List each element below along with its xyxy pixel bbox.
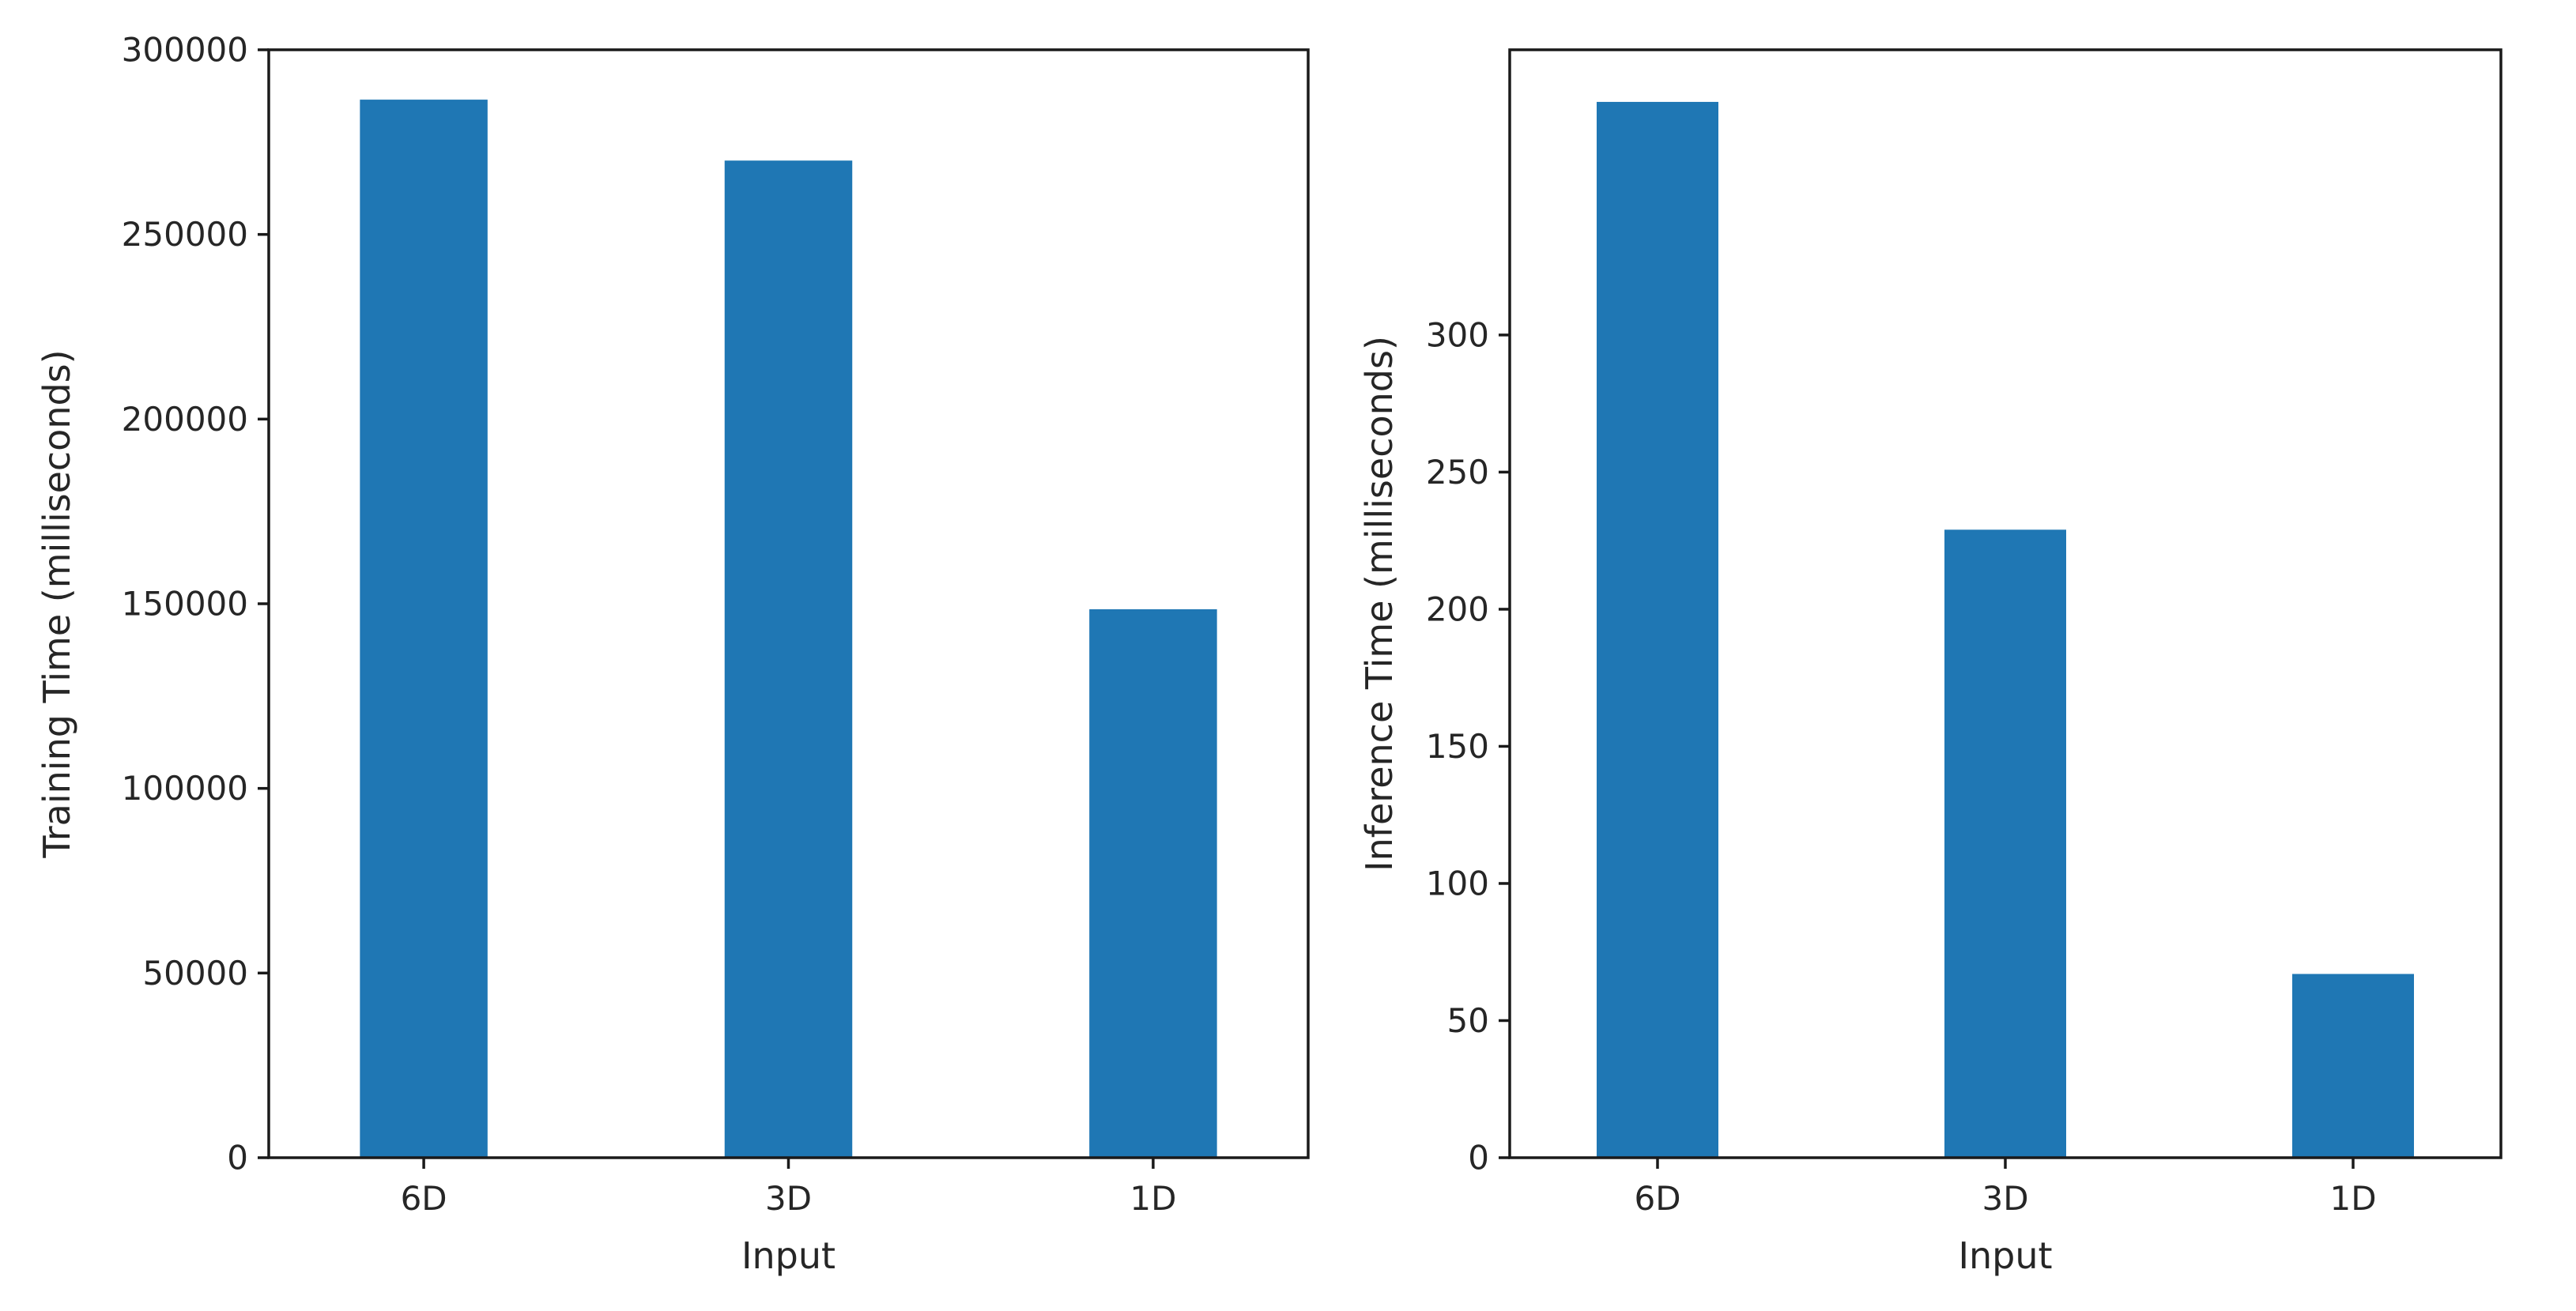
bar-1D: [2292, 974, 2414, 1158]
y-ticks-group: 0 50000 100000 150000 200000 250000 300000: [122, 31, 269, 1177]
y-tick-label: 0: [1468, 1139, 1489, 1177]
y-ticks-group: 0 50 100 150 200 250 300: [1426, 315, 1510, 1177]
x-ticks-group: 6D 3D 1D: [1634, 1158, 2377, 1218]
y-tick-label: 200000: [122, 400, 248, 439]
y-axis-label: Inference Time (milliseconds): [1358, 336, 1401, 872]
y-tick-label: 200: [1426, 590, 1489, 628]
y-tick-label: 150000: [122, 585, 248, 623]
y-tick-label: 150: [1426, 727, 1489, 766]
bar-3D: [724, 160, 853, 1158]
x-tick-label: 1D: [1130, 1179, 1176, 1218]
x-ticks-group: 6D 3D 1D: [401, 1158, 1176, 1218]
x-axis-label: Input: [741, 1234, 835, 1277]
x-tick-label: 1D: [2329, 1179, 2376, 1218]
y-axis-label: Training Time (milliseconds): [36, 349, 78, 858]
x-tick-label: 6D: [1634, 1179, 1680, 1218]
bars-group: [360, 100, 1217, 1158]
bar-6D: [1597, 101, 1718, 1158]
y-tick-label: 250000: [122, 215, 248, 254]
y-tick-label: 100000: [122, 769, 248, 808]
x-tick-label: 3D: [765, 1179, 812, 1218]
inference-time-chart: 0 50 100 150 200 250 300 6D 3D 1D Input Inferenc…: [1358, 48, 2502, 1277]
y-tick-label: 100: [1426, 864, 1489, 902]
y-tick-label: 300000: [122, 31, 248, 70]
y-tick-label: 50: [1447, 1001, 1489, 1040]
x-tick-label: 3D: [1982, 1179, 2028, 1218]
y-tick-label: 0: [227, 1139, 248, 1177]
bar-6D: [360, 100, 488, 1158]
y-tick-label: 50000: [142, 954, 248, 993]
x-tick-label: 6D: [401, 1179, 447, 1218]
y-tick-label: 250: [1426, 453, 1489, 492]
bar-1D: [1089, 609, 1217, 1158]
x-axis-label: Input: [1958, 1234, 2052, 1277]
training-time-chart: 0 50000 100000 150000 200000 250000 300000 6D 3…: [36, 31, 1310, 1277]
bar-3D: [1944, 529, 2066, 1158]
bars-group: [1597, 101, 2414, 1158]
y-tick-label: 300: [1426, 315, 1489, 354]
